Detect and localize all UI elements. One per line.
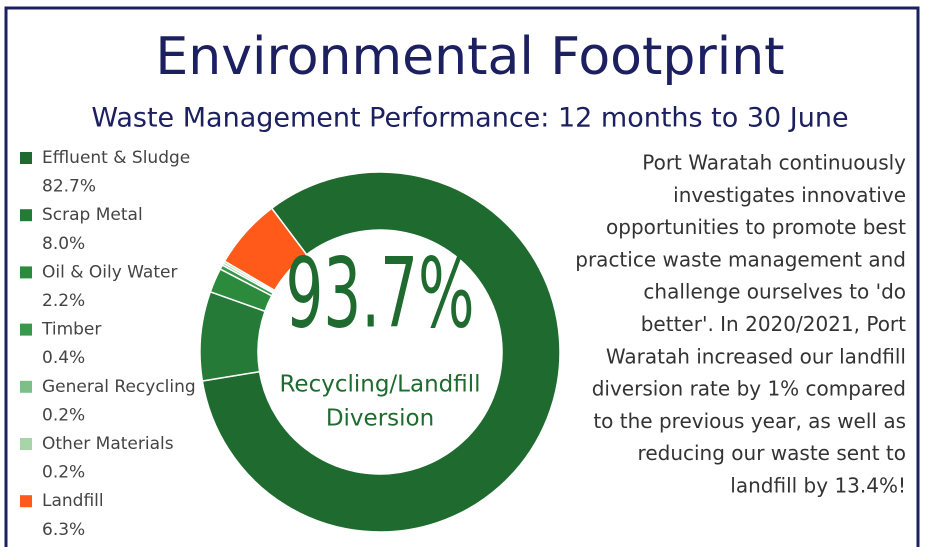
- body-text: Waratah increased our landfill: [606, 344, 906, 368]
- legend-value: 2.2%: [42, 291, 85, 311]
- legend-swatch: [20, 380, 32, 393]
- legend-value: 82.7%: [42, 177, 96, 197]
- legend-value: 0.2%: [42, 405, 85, 425]
- legend-swatch: [20, 323, 32, 336]
- body-text: better'. In 2020/2021, Port: [641, 312, 906, 336]
- legend-label: Other Materials: [42, 434, 174, 454]
- legend-value: 6.3%: [42, 520, 85, 540]
- legend-swatch: [20, 209, 32, 222]
- donut-segment: [201, 171, 561, 533]
- donut-segment: [223, 207, 308, 292]
- legend-label: Oil & Oily Water: [42, 262, 177, 282]
- legend-label: Scrap Metal: [42, 205, 143, 225]
- subtitle: Waste Management Performance: 12 months …: [91, 103, 848, 134]
- body-text: landfill by 13.4%!: [730, 474, 906, 498]
- legend-swatch: [20, 152, 32, 164]
- legend-label: Timber: [41, 320, 101, 340]
- legend-value: 8.0%: [42, 234, 85, 254]
- frame: [4, 6, 920, 547]
- legend-swatch: [20, 266, 32, 279]
- body-text: practice waste management and: [575, 247, 906, 271]
- body-text: to the previous year, as well as: [593, 409, 906, 433]
- body-text: investigates innovative: [673, 183, 906, 207]
- legend-label: General Recycling: [42, 377, 196, 397]
- body-text: opportunities to promote best: [606, 215, 906, 239]
- legend-value: 0.2%: [42, 463, 85, 483]
- title: Environmental Footprint: [155, 27, 784, 87]
- body-text: challenge ourselves to 'do: [643, 280, 906, 304]
- legend-value: 0.4%: [42, 348, 85, 368]
- legend-swatch: [20, 495, 32, 508]
- legend-label: Landfill: [42, 491, 104, 511]
- center-label: Diversion: [326, 406, 434, 432]
- body-text: reducing our waste sent to: [638, 441, 906, 465]
- body-text: diversion rate by 1% compared: [592, 377, 906, 401]
- center-value: 93.7%: [285, 237, 474, 349]
- legend-label: Effluent & Sludge: [42, 148, 190, 168]
- center-label: Recycling/Landfill: [279, 372, 480, 398]
- legend-swatch: [20, 438, 32, 450]
- body-text: Port Waratah continuously: [642, 151, 906, 175]
